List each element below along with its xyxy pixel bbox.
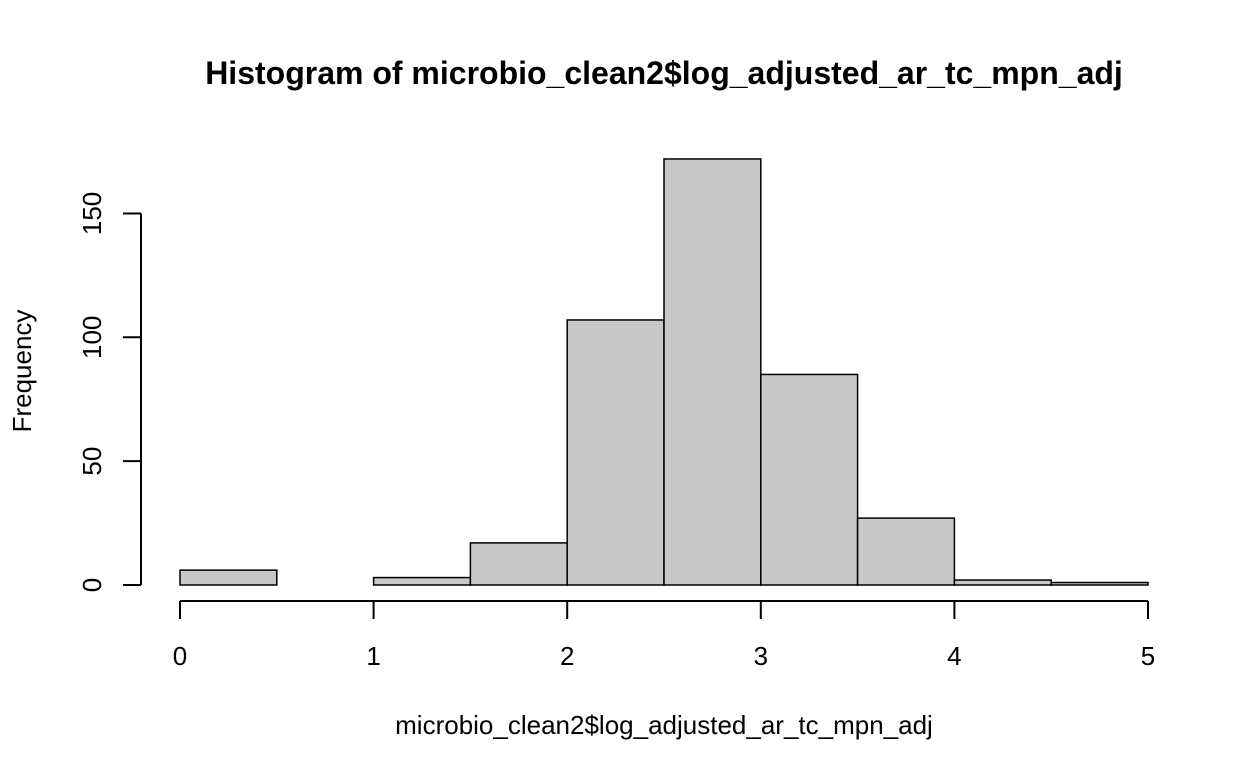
histogram-bar-8 [953, 579, 1052, 586]
chart-title: Histogram of microbio_clean2$log_adjuste… [205, 55, 1123, 91]
y-tick-label: 150 [77, 192, 107, 235]
histogram-bar-4 [566, 319, 665, 586]
y-tick-label: 0 [77, 578, 107, 592]
x-tick-label: 0 [173, 641, 187, 671]
histogram-bar-5 [663, 158, 762, 586]
histogram-bar-9 [1050, 581, 1149, 586]
histogram-bar-3 [469, 542, 568, 586]
histogram-bar-0 [179, 569, 278, 586]
y-axis: 0 50 100 150 [77, 192, 142, 592]
bars-group [179, 158, 1149, 586]
x-tick-label: 4 [947, 641, 961, 671]
histogram-bar-6 [760, 373, 859, 586]
x-axis-label: microbio_clean2$log_adjusted_ar_tc_mpn_a… [395, 710, 933, 740]
x-tick-label: 5 [1141, 641, 1155, 671]
histogram-bar-2 [372, 576, 472, 586]
y-tick-label: 100 [77, 316, 107, 359]
histogram-bar-7 [856, 517, 956, 586]
y-axis-label: Frequency [7, 310, 37, 433]
x-tick-label: 2 [560, 641, 574, 671]
x-tick-label: 1 [366, 641, 380, 671]
x-tick-label: 3 [754, 641, 768, 671]
y-tick-label: 50 [77, 447, 107, 476]
x-axis: 0 1 2 3 4 5 [173, 600, 1155, 671]
